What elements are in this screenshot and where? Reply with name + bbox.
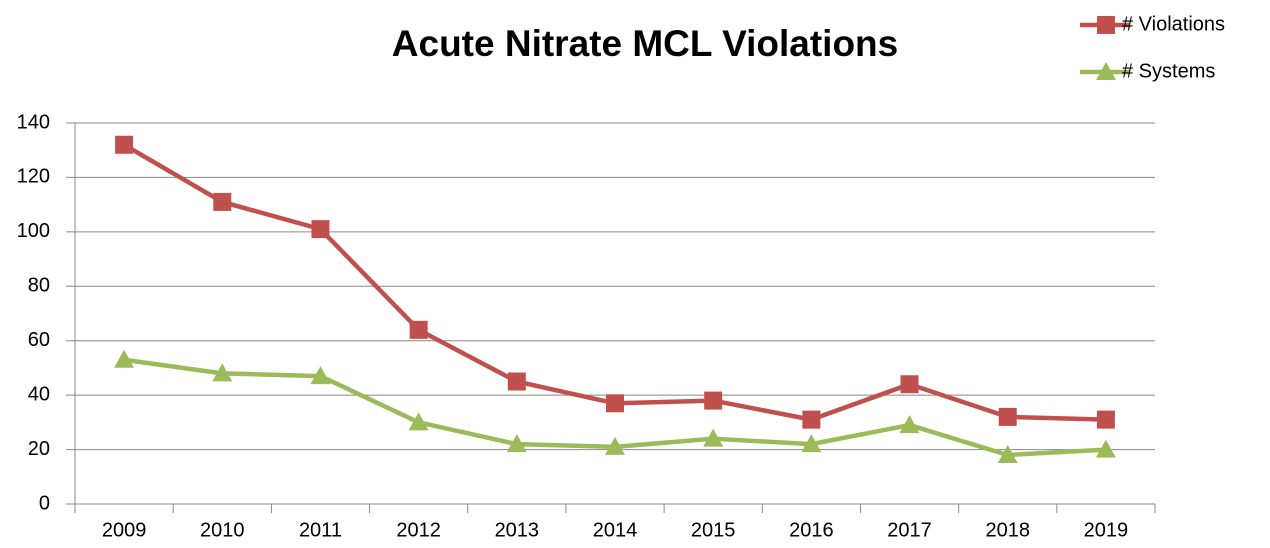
data-point	[213, 192, 232, 211]
data-point	[605, 436, 625, 455]
x-tick-label: 2013	[495, 519, 540, 541]
legend-label: # Systems	[1122, 60, 1215, 82]
x-tick-label: 2016	[789, 519, 834, 541]
y-tick-label: 140	[17, 111, 50, 133]
x-tick-label: 2014	[593, 519, 638, 541]
chart-title: Acute Nitrate MCL Violations	[392, 23, 898, 64]
x-tick-label: 2010	[200, 519, 245, 541]
legend-marker	[1096, 62, 1116, 80]
y-tick-label: 60	[28, 329, 50, 351]
x-tick-label: 2011	[299, 519, 342, 541]
x-tick-label: 2019	[1084, 519, 1129, 541]
data-point	[801, 434, 822, 453]
y-tick-label: 80	[28, 275, 50, 297]
data-point	[606, 394, 624, 413]
data-point	[1096, 410, 1115, 429]
data-point	[997, 445, 1018, 464]
y-tick-label: 40	[28, 383, 50, 405]
x-tick-label: 2009	[102, 519, 147, 541]
data-point	[311, 220, 330, 239]
y-tick-label: 20	[28, 438, 50, 460]
data-point	[507, 372, 526, 391]
data-point	[212, 363, 233, 382]
legend-label: # Violations	[1122, 13, 1225, 35]
x-tick-label: 2018	[985, 519, 1030, 541]
x-tick-label: 2015	[691, 519, 736, 541]
x-tick-label: 2017	[887, 519, 932, 541]
y-tick-label: 100	[17, 220, 50, 242]
data-point	[310, 366, 331, 385]
data-point	[409, 320, 428, 339]
series-line	[122, 142, 1106, 422]
y-tick-label: 120	[17, 166, 50, 188]
legend-marker	[1097, 16, 1115, 34]
data-point	[703, 428, 724, 447]
y-tick-label: 0	[39, 492, 50, 514]
data-point	[114, 349, 135, 368]
data-point	[899, 415, 920, 434]
data-point	[1095, 439, 1116, 458]
data-point	[115, 135, 134, 154]
data-point	[900, 375, 919, 394]
x-tick-label: 2012	[396, 519, 441, 541]
data-point	[704, 391, 723, 410]
data-point	[408, 412, 429, 431]
data-point	[506, 434, 527, 453]
data-point	[998, 407, 1017, 426]
data-point	[802, 410, 821, 429]
